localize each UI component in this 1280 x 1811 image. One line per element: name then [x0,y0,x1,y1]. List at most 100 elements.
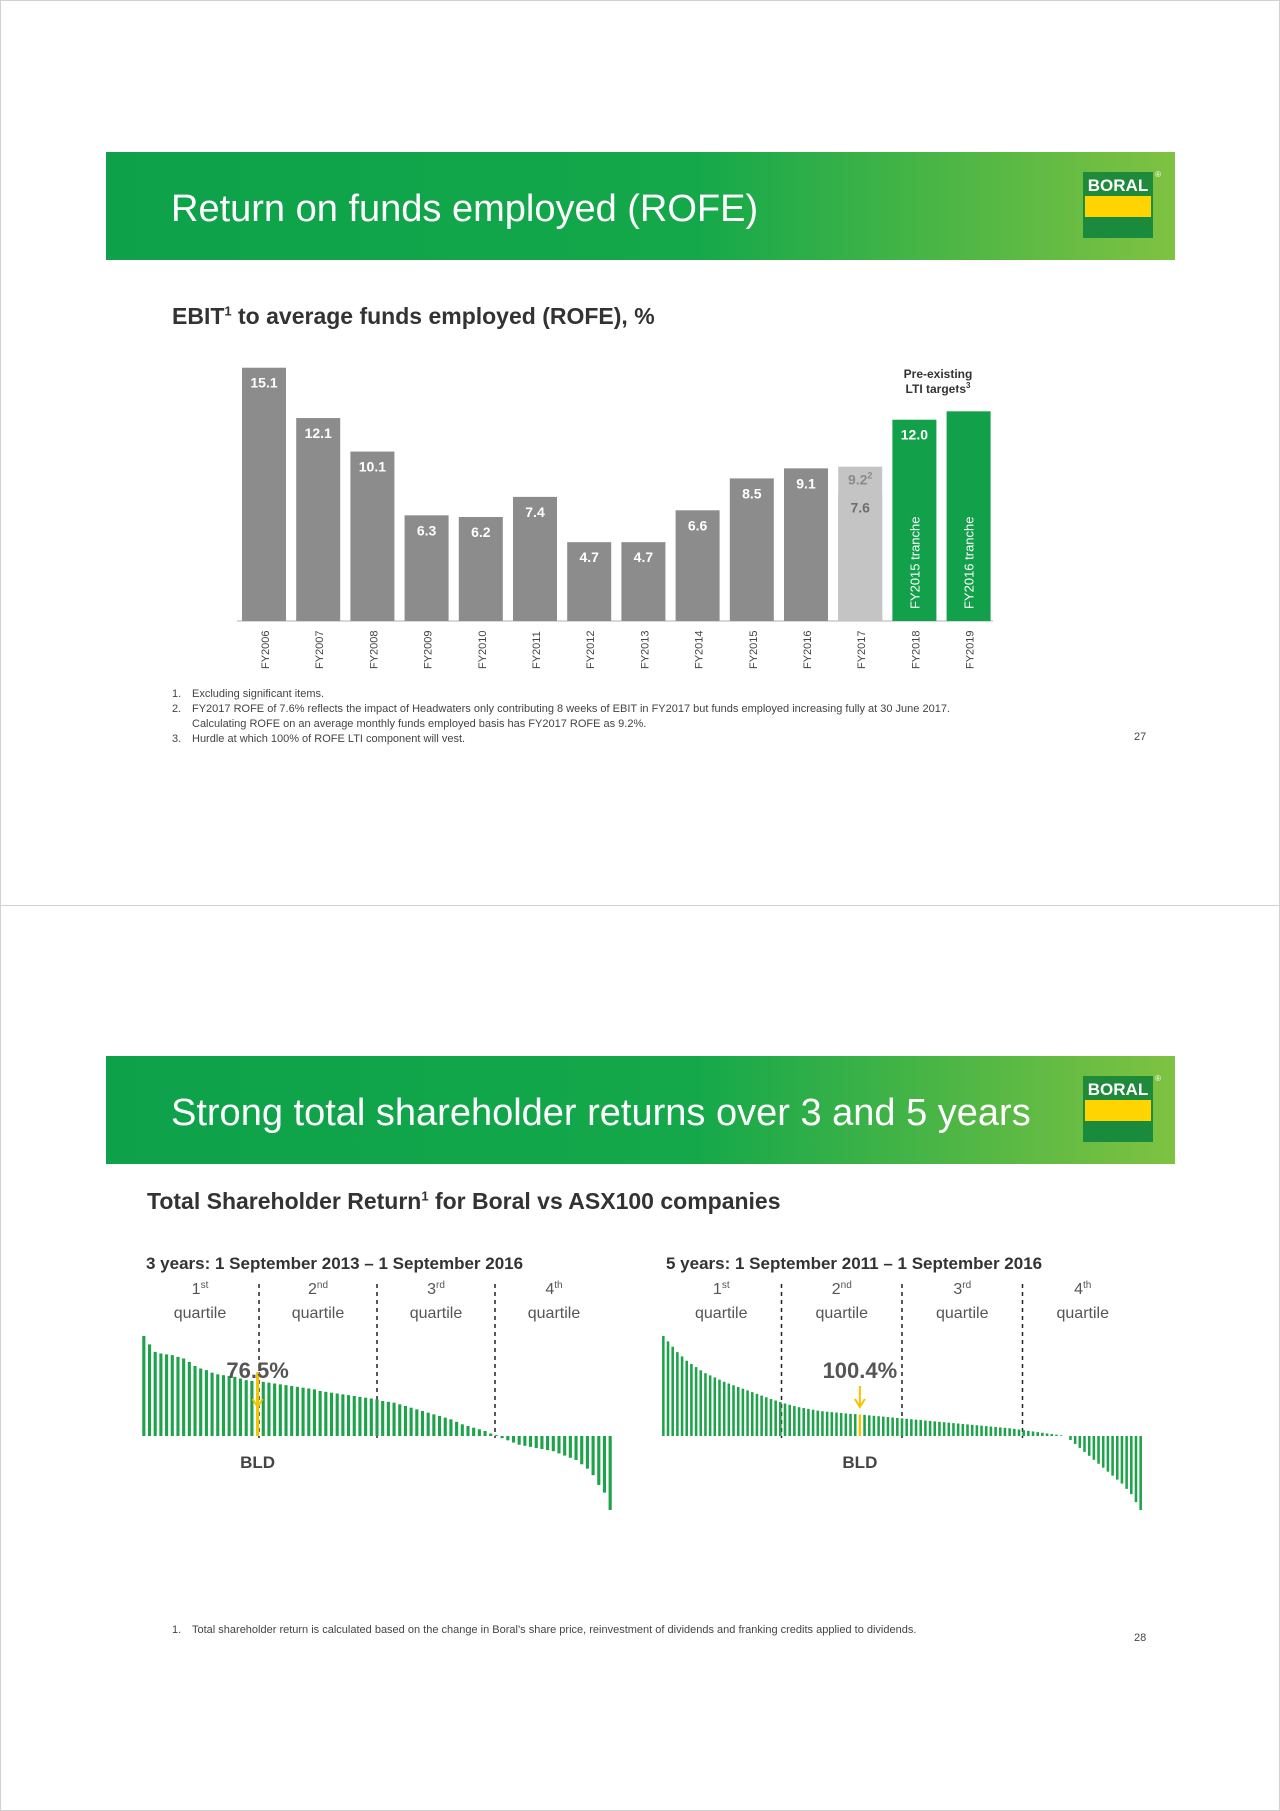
quartile-ord: 2 [832,1281,841,1298]
x-tick-label: FY2015 [748,630,760,669]
bar [567,542,612,621]
registered-mark-icon: ® [1155,1074,1161,1083]
quartile-sup: th [554,1280,562,1291]
footnote-number: 1. [172,688,182,700]
quartile-ord: 3 [427,1281,436,1298]
rofe-bar-chart: Pre-existing LTI targets3 15.1 FY2006 12.1… [237,367,993,669]
footnote-text: Hurdle at which 100% of ROFE LTI compone… [192,733,466,745]
logo-green-band [1083,1121,1153,1142]
annotation-sup: 3 [966,381,971,390]
logo-yellow-band [1083,1100,1153,1121]
quartile-word: quartile [410,1305,463,1322]
footnotes: 1. Total shareholder return is calculated… [172,1623,1072,1638]
quartile-number: 2nd [832,1280,852,1298]
footnotes: 1. Excluding significant items. 2. FY2017 … [172,687,1072,747]
quartile-sup: nd [317,1280,328,1291]
bar [675,510,720,621]
value-label: 12.0 [901,427,928,443]
chart-subtitle: EBIT1 to average funds employed (ROFE), … [172,303,655,330]
quartile-sup: rd [962,1280,971,1291]
quartile-number: 1st [713,1280,730,1298]
slide-rofe: Return on funds employed (ROFE) BORAL ® … [0,0,1280,906]
x-tick-label: FY2011 [531,631,543,669]
page-number: 28 [1134,1632,1147,1644]
x-tick-label: FY2016 [802,630,814,669]
value-label: 9.1 [796,475,816,491]
quartile-ord: 1 [713,1281,722,1298]
quartile-ord: 2 [308,1281,317,1298]
bar [242,367,286,621]
bar [784,468,828,621]
highlight-value-label: 100.4% [823,1358,898,1383]
quartile-sup: nd [841,1280,852,1291]
bar [838,493,883,621]
bar [729,478,774,621]
logo-text: BORAL [1083,1076,1153,1100]
subtitle-sup: 1 [421,1188,429,1204]
subtitle-main: EBIT [172,303,225,329]
logo-text: BORAL [1083,172,1153,196]
quartile-word: quartile [695,1305,748,1322]
value-label: 15.1 [250,375,277,391]
quartile-number: 3rd [427,1280,445,1298]
value-label: 8.5 [742,485,762,501]
quartile-word: quartile [816,1305,869,1322]
arrow-down-icon [854,1398,866,1409]
x-tick-label: FY2017 [856,630,868,669]
logo-yellow-band [1083,196,1153,217]
quartile-ord: 4 [545,1281,554,1298]
x-tick-label: FY2012 [585,630,597,669]
value-label-alt-text: 9.2 [848,472,868,488]
tsr-5yr-chart: 5 years: 1 September 2011 – 1 September … [662,1254,1142,1510]
quartile-number: 1st [192,1280,209,1298]
quartile-sup: st [722,1280,730,1291]
quartile-word: quartile [936,1305,989,1322]
x-tick-label: FY2010 [477,630,489,669]
quartile-word: quartile [292,1305,345,1322]
registered-mark-icon: ® [1155,170,1161,179]
annotation-line1: Pre-existing [904,367,973,381]
value-label: 6.3 [417,522,437,538]
boral-logo: BORAL ® [1083,170,1161,238]
x-tick-label: FY2006 [260,630,272,669]
value-label: 7.4 [525,504,545,520]
chart-period-title: 5 years: 1 September 2011 – 1 September … [666,1254,1042,1273]
footnote-text: Excluding significant items. [192,688,325,700]
annotation-line2: LTI targets3 [906,381,971,396]
subtitle-main: Total Shareholder Return [147,1188,422,1214]
footnote-number: 3. [172,733,182,745]
quartile-ord: 1 [192,1281,201,1298]
highlight-name-label: BLD [842,1453,877,1472]
bar-inner-label: FY2016 tranche [962,516,977,609]
bar [621,542,666,621]
bar [350,451,395,621]
title-banner: Return on funds employed (ROFE) BORAL ® [106,152,1175,260]
bar [458,517,503,621]
footnote-number: 2. [172,703,182,715]
value-label: 12.1 [305,425,332,441]
quartile-word: quartile [174,1305,227,1322]
footnote-text: Calculating ROFE on an average monthly f… [192,718,647,730]
bar [296,418,341,621]
x-tick-label: FY2019 [965,630,977,669]
value-label-alt-sup: 2 [867,471,872,481]
boral-logo: BORAL ® [1083,1074,1161,1142]
highlight-value-label: 76.5% [226,1358,288,1383]
quartile-number: 3rd [953,1280,971,1298]
bar [404,515,449,621]
bar [946,411,991,621]
bar [892,419,937,621]
footnote-text: FY2017 ROFE of 7.6% reflects the impact … [192,703,950,715]
quartile-word: quartile [528,1305,581,1322]
x-tick-label: FY2014 [694,630,706,669]
arrow-down-icon [251,1398,264,1409]
footnote: 1. Excluding significant items. [172,687,1072,702]
title-banner: Strong total shareholder returns over 3 … [106,1056,1175,1164]
value-label: 4.7 [634,549,654,565]
footnote: Calculating ROFE on an average monthly f… [172,717,1072,732]
x-tick-label: FY2018 [910,630,922,669]
subtitle-rest: to average funds employed (ROFE), % [231,303,655,329]
chart-subtitle: Total Shareholder Return1 for Boral vs A… [147,1188,781,1215]
slide-title: Return on funds employed (ROFE) [171,188,759,230]
bar [513,496,557,621]
